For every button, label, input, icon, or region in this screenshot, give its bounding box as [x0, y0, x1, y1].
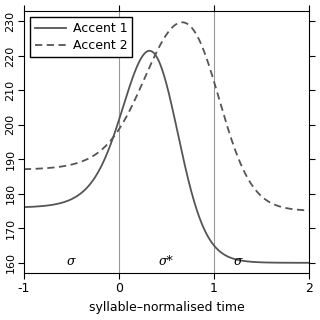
Accent 1	[22, 205, 26, 209]
Line: Accent 2: Accent 2	[24, 22, 309, 211]
Legend: Accent 1, Accent 2: Accent 1, Accent 2	[30, 17, 132, 57]
Accent 1	[36, 204, 40, 208]
Text: σ*: σ*	[159, 255, 174, 268]
Text: σ: σ	[233, 255, 242, 268]
Accent 1	[148, 49, 151, 53]
Accent 1	[161, 69, 164, 73]
Accent 2	[161, 39, 164, 43]
Accent 2	[22, 167, 26, 171]
Text: σ: σ	[67, 255, 76, 268]
Accent 2	[299, 208, 303, 212]
Accent 1	[246, 260, 250, 263]
Accent 1	[307, 261, 311, 265]
Accent 2	[180, 20, 184, 24]
X-axis label: syllable–normalised time: syllable–normalised time	[89, 301, 244, 315]
Accent 1	[299, 261, 303, 265]
Accent 1	[299, 261, 302, 265]
Accent 2	[246, 178, 250, 181]
Accent 2	[36, 167, 40, 171]
Accent 2	[153, 53, 157, 57]
Accent 1	[153, 52, 157, 56]
Line: Accent 1: Accent 1	[24, 51, 309, 263]
Accent 2	[307, 209, 311, 212]
Accent 2	[299, 208, 302, 212]
